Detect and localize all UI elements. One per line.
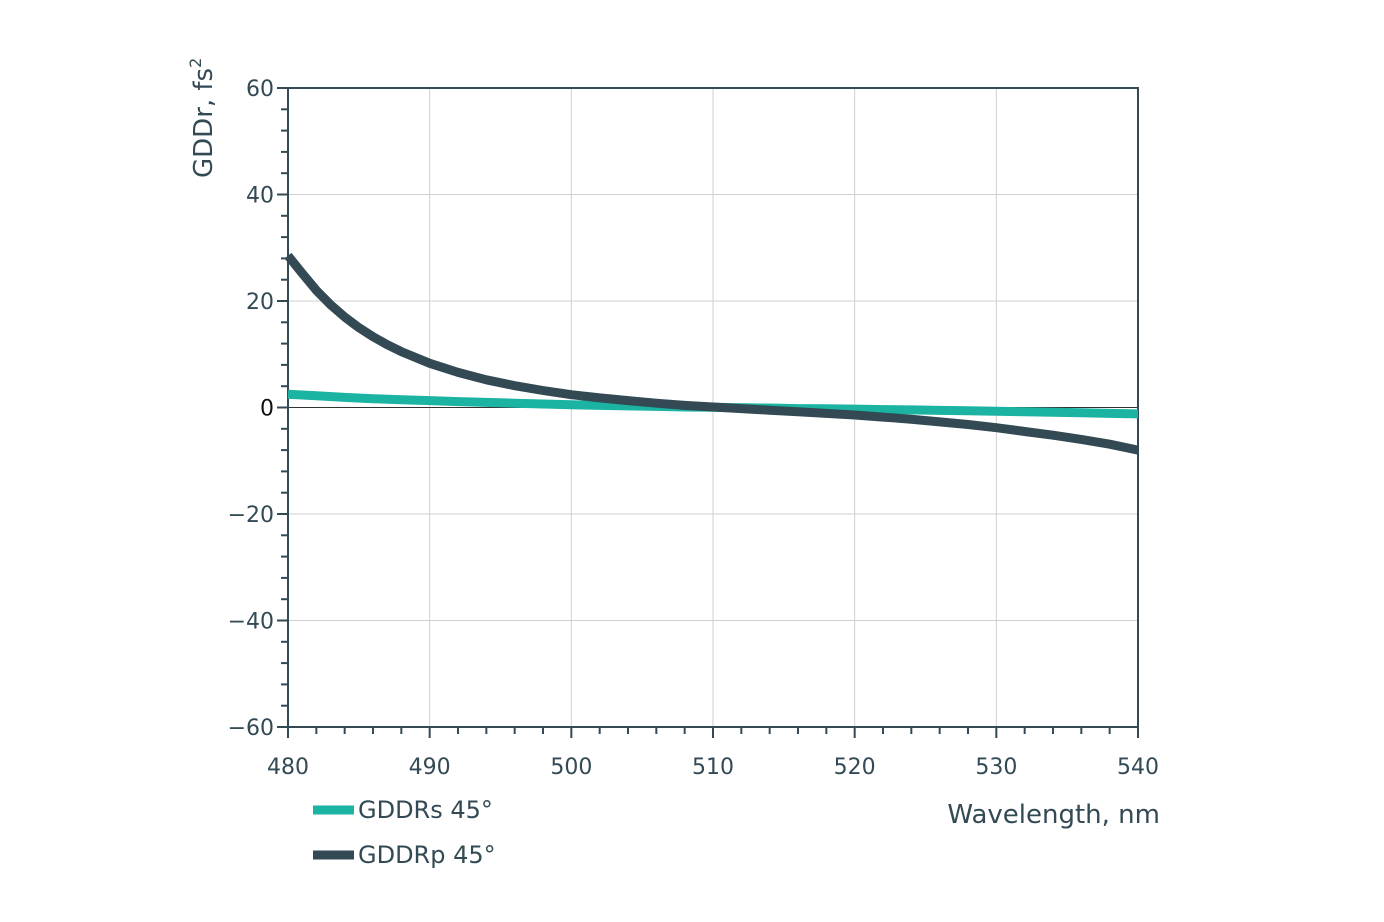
x-tick-label: 520 [834,755,876,780]
legend: GDDRs 45° GDDRp 45° [313,796,496,869]
y-tick-label: 0 [260,397,274,422]
legend-label-2: GDDRp 45° [358,841,496,869]
y-tick-label: 20 [246,290,274,315]
x-tick-label: 490 [409,755,451,780]
y-axis-title-text: GDDr, fs [189,68,219,178]
axis-ticks [277,87,1139,738]
y-tick-label: −20 [228,503,274,528]
series-line-2 [284,252,1139,455]
x-tick-label: 510 [692,755,734,780]
y-tick-label: 60 [246,77,274,102]
legend-label-1: GDDRs 45° [358,796,493,824]
y-axis-title: GDDr, fs2 [186,58,219,178]
y-axis-title-superscript: 2 [186,58,205,68]
x-axis-title: Wavelength, nm [947,800,1160,830]
x-tick-label: 530 [975,755,1017,780]
y-tick-label: 40 [246,184,274,209]
y-tick-label: −60 [228,716,274,741]
x-tick-label: 500 [550,755,592,780]
series-lines [284,252,1139,455]
axis-labels: 480 490 500 510 520 530 540 60 40 20 0 −20 −40 −60 Wav… [186,58,1160,830]
x-tick-label: 480 [267,755,309,780]
x-tick-label: 540 [1117,755,1159,780]
y-tick-label: −40 [228,610,274,635]
